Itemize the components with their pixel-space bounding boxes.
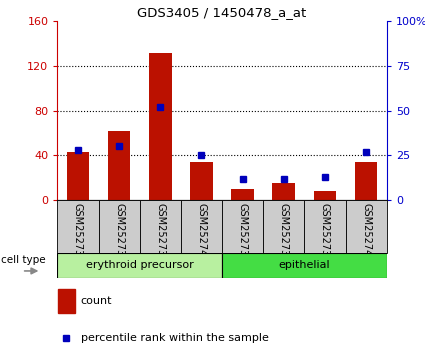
Text: GSM252741: GSM252741 — [361, 202, 371, 262]
Bar — [304, 200, 346, 253]
Bar — [149, 52, 172, 200]
Bar — [263, 200, 304, 253]
Text: cell type: cell type — [1, 255, 46, 265]
Text: GSM252736: GSM252736 — [114, 202, 124, 262]
Bar — [67, 152, 89, 200]
Bar — [99, 200, 140, 253]
Bar — [108, 131, 130, 200]
Bar — [314, 191, 336, 200]
Bar — [346, 200, 387, 253]
Text: GSM252737: GSM252737 — [279, 202, 289, 262]
Text: erythroid precursor: erythroid precursor — [86, 261, 194, 270]
Text: count: count — [81, 296, 112, 306]
Bar — [190, 162, 213, 200]
Title: GDS3405 / 1450478_a_at: GDS3405 / 1450478_a_at — [137, 6, 307, 19]
Bar — [58, 289, 75, 313]
Text: GSM252734: GSM252734 — [73, 202, 83, 262]
Bar — [140, 200, 181, 253]
Text: GSM252739: GSM252739 — [320, 202, 330, 262]
Bar — [222, 253, 387, 278]
Text: GSM252738: GSM252738 — [155, 202, 165, 262]
Bar — [57, 253, 222, 278]
Bar — [57, 200, 99, 253]
Bar — [272, 183, 295, 200]
Text: GSM252735: GSM252735 — [238, 202, 248, 262]
Bar — [181, 200, 222, 253]
Text: percentile rank within the sample: percentile rank within the sample — [81, 333, 269, 343]
Bar — [355, 162, 377, 200]
Bar — [231, 189, 254, 200]
Text: epithelial: epithelial — [279, 261, 330, 270]
Bar — [222, 200, 263, 253]
Text: GSM252740: GSM252740 — [196, 202, 207, 262]
